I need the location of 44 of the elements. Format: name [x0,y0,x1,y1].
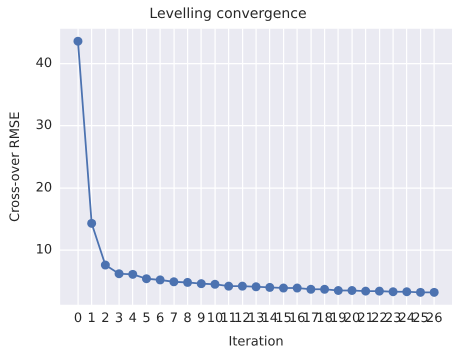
point [306,284,316,294]
point [416,288,425,297]
x-tick-label: 4 [128,310,137,326]
x-tick-label: 0 [74,310,82,326]
x-tick-label: 3 [114,310,124,326]
point [210,280,220,289]
point [73,36,82,46]
x-tick-label: 1 [88,310,96,326]
point [114,269,124,278]
point [265,282,274,292]
x-tick-label: 8 [183,310,192,326]
point [252,282,261,292]
x-tick-label: 7 [170,310,178,326]
x-tick-label: 2 [101,310,110,326]
point [292,284,302,293]
point [402,287,412,296]
point [388,287,398,296]
chart-title: Levelling convergence [149,6,307,22]
point [100,260,110,270]
y-axis-title: Cross-over RMSE [8,112,24,222]
point [278,284,288,293]
x-tick-label: 5 [142,310,151,326]
x-axis-title: Iteration [228,334,284,350]
point [347,286,356,296]
point [430,288,439,297]
x-tick-label: 6 [156,310,164,326]
point [87,218,96,228]
point [224,282,234,291]
point [238,282,247,291]
y-tick-label: 40 [36,56,52,71]
y-tick-label: 20 [36,180,52,196]
point [169,277,178,286]
point [183,278,192,287]
point [320,284,330,294]
point [334,286,343,296]
point [374,286,384,296]
y-tick-label: 10 [36,242,52,258]
point [142,274,151,284]
point [156,275,165,284]
point [361,286,370,296]
x-tick-label: 9 [197,310,206,326]
point [128,270,138,279]
y-tick-label: 30 [36,118,52,134]
point [196,279,206,288]
